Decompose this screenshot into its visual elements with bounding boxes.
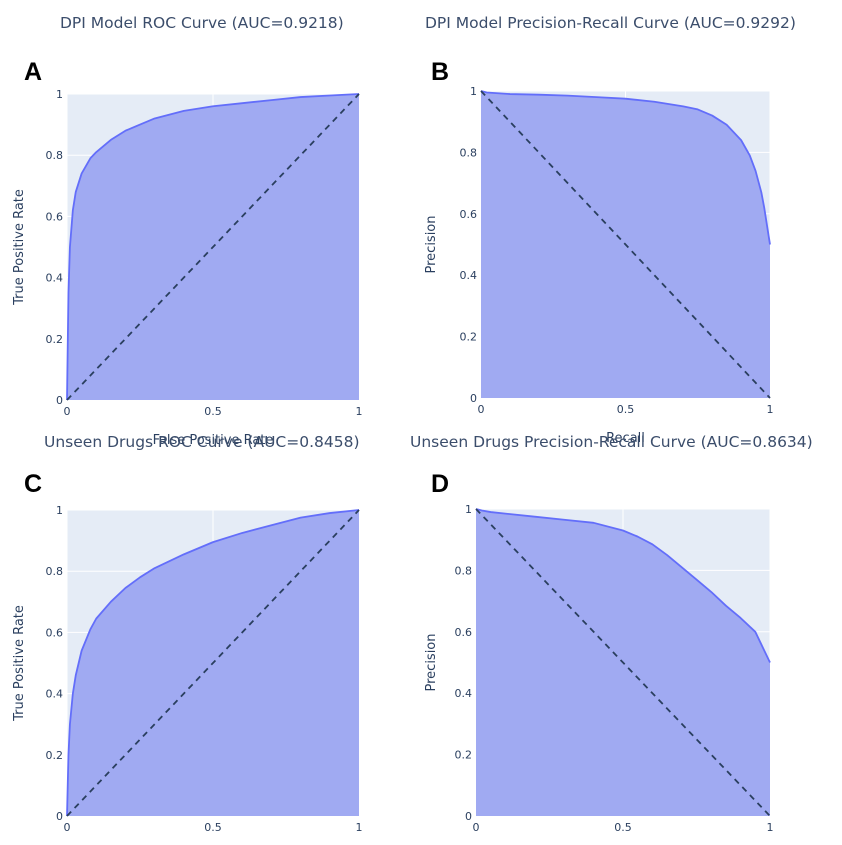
y-tick-label: 0.8 <box>455 564 473 577</box>
y-tick-label: 0.8 <box>460 146 478 159</box>
y-tick-label: 0.6 <box>460 208 478 221</box>
y-tick-label: 0.4 <box>455 687 473 700</box>
y-tick-label: 0.4 <box>460 269 478 282</box>
x-tick-label: 1 <box>767 403 774 416</box>
y-tick-label: 0 <box>470 392 477 405</box>
reference-diagonal <box>475 508 771 817</box>
y-tick-label: 0.2 <box>46 749 64 762</box>
y-tick-label: 0.4 <box>46 272 64 285</box>
y-tick-label: 0.6 <box>455 626 473 639</box>
x-tick-label: 0 <box>473 821 480 834</box>
panel-a-letter: A <box>24 58 43 86</box>
y-axis-title: True Positive Rate <box>12 189 27 306</box>
y-tick-label: 0.2 <box>46 333 64 346</box>
x-tick-label: 0 <box>64 821 71 834</box>
y-tick-label: 0 <box>56 810 63 823</box>
x-tick-label: 0.5 <box>614 821 632 834</box>
y-tick-label: 0.6 <box>46 210 64 223</box>
x-tick-label: 0 <box>478 403 485 416</box>
y-axis-title: Precision <box>424 215 439 273</box>
y-tick-label: 0 <box>465 810 472 823</box>
x-tick-label: 1 <box>356 405 363 418</box>
panel-b-plot: 0 0.5 1 0 0.2 0.4 0.6 0.8 1 Recall Precision <box>424 85 774 446</box>
x-tick-label: 0.5 <box>204 821 222 834</box>
reference-diagonal <box>66 509 360 817</box>
panel-a-title: DPI Model ROC Curve (AUC=0.9218) <box>60 14 344 32</box>
y-tick-label: 0.8 <box>46 565 64 578</box>
panel-a-plot: 0 0.5 1 0 0.2 0.4 0.6 0.8 1 False Positive Rate Tr… <box>12 88 363 448</box>
panel-b-title: DPI Model Precision-Recall Curve (AUC=0.… <box>425 14 796 32</box>
curve-line <box>66 509 360 817</box>
x-axis-title: False Positive Rate <box>153 433 274 448</box>
curve-line <box>475 508 771 663</box>
curve-line <box>66 93 360 401</box>
x-tick-label: 0.5 <box>617 403 635 416</box>
x-axis-title: Recall <box>606 431 645 446</box>
y-tick-label: 0.8 <box>46 149 64 162</box>
panel-c-title: Unseen Drugs ROC Curve (AUC=0.8458) <box>44 433 360 451</box>
y-axis-title: Precision <box>424 633 439 691</box>
panel-d-letter: D <box>431 470 450 498</box>
y-tick-label: 0.6 <box>46 626 64 639</box>
x-tick-label: 1 <box>767 821 774 834</box>
y-tick-label: 1 <box>470 85 477 98</box>
y-tick-label: 0.2 <box>455 749 473 762</box>
y-tick-label: 0 <box>56 394 63 407</box>
curve-line <box>480 90 771 245</box>
reference-diagonal <box>66 93 360 401</box>
y-tick-label: 1 <box>465 503 472 516</box>
y-tick-label: 1 <box>56 504 63 517</box>
y-tick-label: 0.4 <box>46 688 64 701</box>
x-tick-label: 1 <box>356 821 363 834</box>
panel-c-letter: C <box>24 470 43 498</box>
panel-b-letter: B <box>431 58 450 86</box>
panel-d-title: Unseen Drugs Precision-Recall Curve (AUC… <box>410 433 813 451</box>
y-tick-label: 1 <box>56 88 63 101</box>
x-tick-label: 0.5 <box>204 405 222 418</box>
y-tick-label: 0.2 <box>460 331 478 344</box>
y-axis-title: True Positive Rate <box>12 605 27 722</box>
reference-diagonal <box>480 90 771 399</box>
x-tick-label: 0 <box>64 405 71 418</box>
